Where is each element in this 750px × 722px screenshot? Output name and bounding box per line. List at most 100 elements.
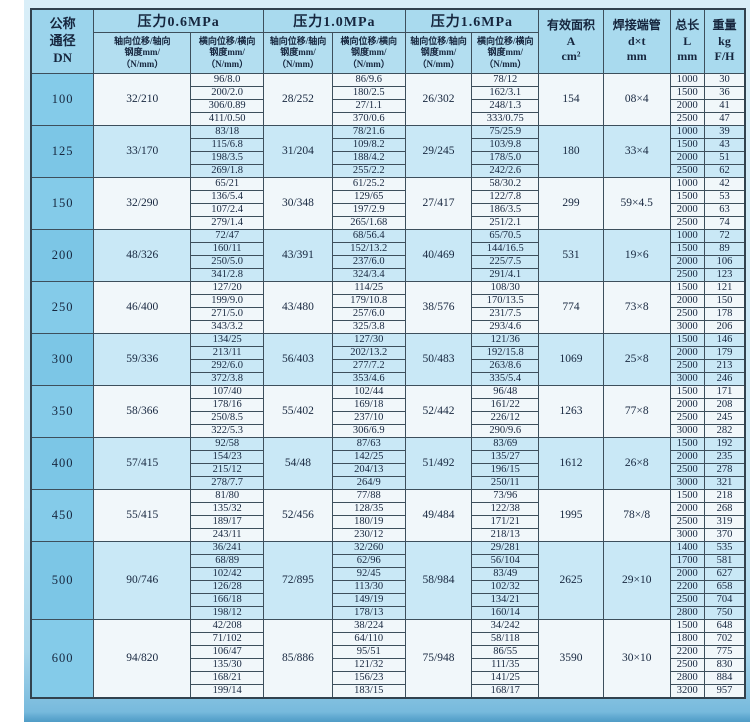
- axial-value-0.6: 55/415: [93, 489, 192, 542]
- weight-value: 246: [703, 372, 746, 386]
- lateral-value-0.6: 278/7.7: [190, 476, 265, 490]
- effective-area-value: 299: [538, 177, 604, 230]
- lateral-value-0.6: 178/16: [190, 398, 265, 412]
- lateral-value-1.6: 290/9.6: [471, 424, 540, 438]
- lateral-value-0.6: 92/58: [190, 437, 265, 451]
- axial-value-1.6: 29/245: [404, 125, 473, 178]
- table-row: 126/28 113/30 102/32 2200 658: [31, 580, 746, 594]
- lateral-value-0.6: 306/0.89: [190, 99, 265, 113]
- lateral-value-1.6: 141/25: [471, 671, 540, 685]
- weight-value: 62: [703, 164, 746, 178]
- table-row: 199/14 183/15 168/17 3200 957: [31, 684, 746, 699]
- lateral-value-1.6: 192/15.8: [471, 346, 540, 360]
- lateral-value-1.0: 306/6.9: [331, 424, 406, 438]
- lateral-value-1.0: 265/1.68: [331, 216, 406, 230]
- lateral-value-1.6: 29/281: [471, 541, 540, 555]
- lateral-value-1.0: 370/0.6: [331, 112, 406, 126]
- dn-cell: 125: [30, 125, 95, 178]
- lateral-value-0.6: 199/14: [190, 684, 265, 699]
- axial-value-0.6: 32/210: [93, 73, 192, 126]
- subheader-axial-1.0: 轴向位移/轴向 钢度mm/ （N/mm）: [263, 32, 333, 74]
- axial-value-0.6: 94/820: [93, 619, 192, 699]
- lateral-value-1.0: 257/6.0: [331, 307, 406, 321]
- lateral-value-1.0: 277/7.2: [331, 359, 406, 373]
- lateral-value-1.6: 65/70.5: [471, 229, 540, 243]
- weight-value: 750: [703, 606, 746, 620]
- weight-value: 121: [703, 281, 746, 295]
- lateral-value-1.6: 160/14: [471, 606, 540, 620]
- effective-area-value: 1995: [538, 489, 604, 542]
- lateral-value-1.6: 293/4.6: [471, 320, 540, 334]
- weight-value: 72: [703, 229, 746, 243]
- table-row: 125 33/170 83/18 31/204 78/21.6 29/245 75/25.9…: [30, 125, 746, 178]
- weight-value: 123: [703, 268, 746, 282]
- lateral-value-0.6: 102/42: [190, 567, 265, 581]
- pipe-dimension-value: 08×4: [602, 73, 671, 126]
- table-row: 250/5.0 237/6.0 225/7.5 2000 106: [31, 255, 746, 269]
- table-row: 400 57/415 92/58 54/48 87/63 51/492 83/69 1612 2…: [30, 437, 746, 490]
- axial-value-1.6: 52/442: [404, 385, 473, 438]
- lateral-value-1.6: 83/49: [471, 567, 540, 581]
- lateral-value-1.0: 62/96: [331, 554, 406, 568]
- weight-value: 43: [703, 138, 746, 152]
- lateral-value-1.0: 183/15: [331, 684, 406, 699]
- effective-area-value: 1263: [538, 385, 604, 438]
- weight-value: 702: [703, 632, 746, 646]
- lateral-value-1.6: 78/12: [471, 73, 540, 87]
- table-row: 135/32 128/35 122/38 2000 268: [31, 502, 746, 516]
- lateral-value-1.0: 204/13: [331, 463, 406, 477]
- lateral-value-1.6: 122/7.8: [471, 190, 540, 204]
- lateral-value-0.6: 72/47: [190, 229, 265, 243]
- table-row: 166/18 149/19 134/21 2500 704: [31, 593, 746, 607]
- lateral-value-1.0: 61/25.2: [331, 177, 406, 191]
- weight-value: 208: [703, 398, 746, 412]
- lateral-value-1.6: 103/9.8: [471, 138, 540, 152]
- length-value: 2000: [669, 450, 705, 464]
- table-row: 100 32/210 96/8.0 28/252 86/9.6 26/302 78/12 15…: [30, 73, 746, 126]
- lateral-value-1.6: 134/21: [471, 593, 540, 607]
- lateral-value-0.6: 42/208: [190, 619, 265, 633]
- lateral-value-0.6: 250/5.0: [190, 255, 265, 269]
- lateral-value-1.6: 75/25.9: [471, 125, 540, 139]
- lateral-value-0.6: 269/1.8: [190, 164, 265, 178]
- lateral-value-0.6: 168/21: [190, 671, 265, 685]
- table-row: 322/5.3 306/6.9 290/9.6 3000 282: [31, 424, 746, 438]
- axial-value-1.6: 40/469: [404, 229, 473, 282]
- table-row: 500 90/746 36/241 72/895 32/260 58/984 29/281 2…: [30, 541, 746, 620]
- lateral-value-1.0: 127/30: [331, 333, 406, 347]
- subheader-lateral-1.0: 横向位移/横向 钢度mm/ （N/mm）: [331, 32, 406, 74]
- lateral-value-0.6: 215/12: [190, 463, 265, 477]
- weight-value: 370: [703, 528, 746, 542]
- lateral-value-0.6: 126/28: [190, 580, 265, 594]
- dn-cell: 500: [30, 541, 95, 620]
- length-value: 1400: [669, 541, 705, 555]
- length-value: 2800: [669, 671, 705, 685]
- weight-value: 627: [703, 567, 746, 581]
- pipe-dimension-value: 78×/8: [602, 489, 671, 542]
- axial-value-1.0: 55/402: [263, 385, 333, 438]
- table-row: 135/30 121/32 111/35 2500 830: [31, 658, 746, 672]
- header-dn: 公称 通径 DN: [30, 8, 95, 74]
- header-weight: 重量 kg F/H: [703, 8, 746, 74]
- dn-cell: 200: [30, 229, 95, 282]
- lateral-value-1.6: 291/4.1: [471, 268, 540, 282]
- pipe-dimension-value: 73×8: [602, 281, 671, 334]
- effective-area-value: 2625: [538, 541, 604, 620]
- dn-cell: 350: [30, 385, 95, 438]
- lateral-value-1.6: 58/118: [471, 632, 540, 646]
- axial-value-0.6: 90/746: [93, 541, 192, 620]
- effective-area-value: 154: [538, 73, 604, 126]
- spec-table: 公称 通径 DN 压力0.6MPa 压力1.0MPa 压力1.6MPa 有效面积…: [30, 8, 746, 699]
- subheader-axial-0.6: 轴向位移/轴向 钢度mm/ （N/mm）: [93, 32, 192, 74]
- length-value: 1500: [669, 437, 705, 451]
- lateral-value-1.6: 196/15: [471, 463, 540, 477]
- lateral-value-0.6: 411/0.50: [190, 112, 265, 126]
- lateral-value-0.6: 189/17: [190, 515, 265, 529]
- weight-value: 321: [703, 476, 746, 490]
- weight-value: 268: [703, 502, 746, 516]
- lateral-value-0.6: 107/40: [190, 385, 265, 399]
- axial-value-1.0: 56/403: [263, 333, 333, 386]
- lateral-value-1.0: 180/2.5: [331, 86, 406, 100]
- lateral-value-1.0: 178/13: [331, 606, 406, 620]
- pipe-dimension-value: 25×8: [602, 333, 671, 386]
